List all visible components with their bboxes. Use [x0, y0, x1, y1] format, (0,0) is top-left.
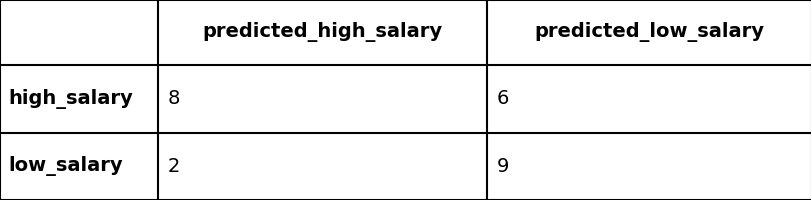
Text: low_salary: low_salary	[8, 156, 122, 176]
Text: 8: 8	[168, 89, 180, 108]
Text: 9: 9	[496, 157, 508, 176]
Text: predicted_high_salary: predicted_high_salary	[203, 22, 442, 43]
Text: 2: 2	[168, 157, 180, 176]
Text: 6: 6	[496, 89, 508, 108]
Text: high_salary: high_salary	[8, 89, 133, 109]
Text: predicted_low_salary: predicted_low_salary	[534, 22, 764, 43]
